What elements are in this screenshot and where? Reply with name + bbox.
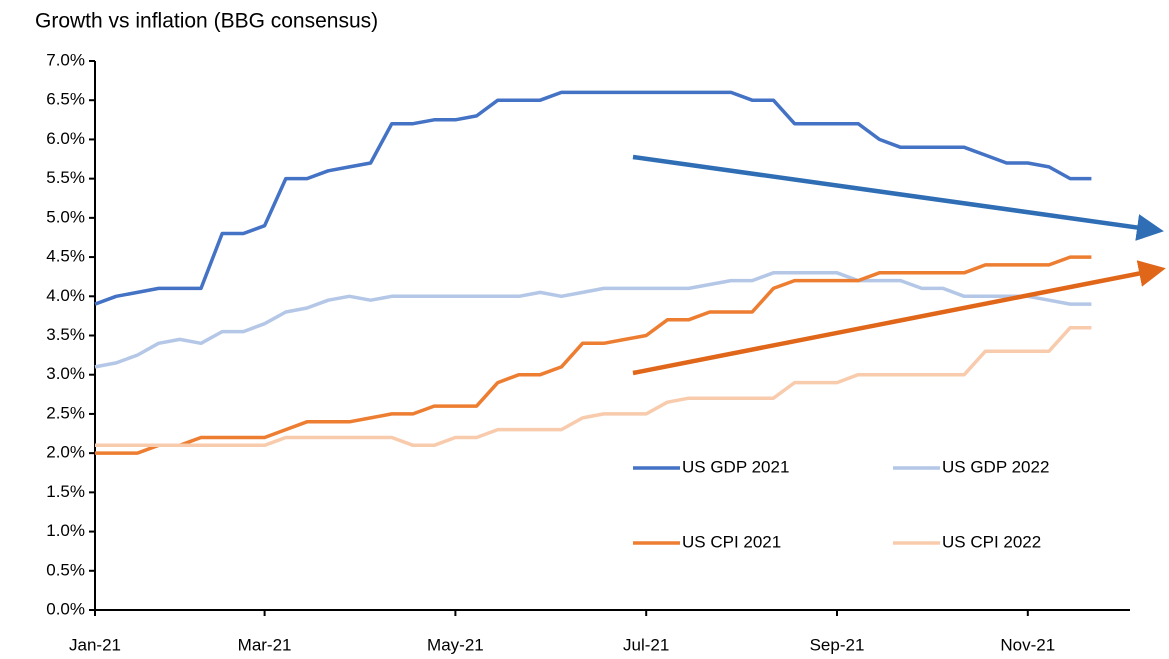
y-tick-label: 3.0% xyxy=(46,364,85,383)
y-tick-label: 5.0% xyxy=(46,207,85,226)
series-line xyxy=(95,325,1092,448)
y-tick-label: 1.0% xyxy=(46,521,85,540)
x-tick-label: Jul-21 xyxy=(623,635,669,654)
x-tick-label: Jan-21 xyxy=(69,635,121,654)
legend-label: US CPI 2021 xyxy=(682,532,781,551)
y-tick-label: 3.5% xyxy=(46,325,85,344)
y-tick-label: 6.0% xyxy=(46,129,85,148)
y-tick-label: 4.5% xyxy=(46,247,85,266)
legend-label: US CPI 2022 xyxy=(942,532,1041,551)
trend-arrow xyxy=(632,154,1164,241)
legend-label: US GDP 2021 xyxy=(682,457,789,476)
x-tick-label: Sep-21 xyxy=(810,635,865,654)
chart-title: Growth vs inflation (BBG consensus) xyxy=(35,10,378,33)
y-tick-label: 6.5% xyxy=(46,90,85,109)
x-tick-label: Nov-21 xyxy=(1000,635,1055,654)
y-tick-label: 2.0% xyxy=(46,443,85,462)
legend-label: US GDP 2022 xyxy=(942,457,1049,476)
series-line xyxy=(94,271,1092,369)
y-tick-label: 7.0% xyxy=(46,50,85,69)
y-tick-label: 5.5% xyxy=(46,168,85,187)
series-line xyxy=(95,255,1092,455)
y-tick-label: 1.5% xyxy=(46,482,85,501)
trend-arrow xyxy=(632,260,1166,376)
x-tick-label: Mar-21 xyxy=(238,635,292,654)
x-tick-label: May-21 xyxy=(427,635,484,654)
y-tick-label: 0.0% xyxy=(46,599,85,618)
y-tick-label: 0.5% xyxy=(46,560,85,579)
y-tick-label: 4.0% xyxy=(46,286,85,305)
series-line xyxy=(94,90,1092,306)
y-tick-label: 2.5% xyxy=(46,403,85,422)
